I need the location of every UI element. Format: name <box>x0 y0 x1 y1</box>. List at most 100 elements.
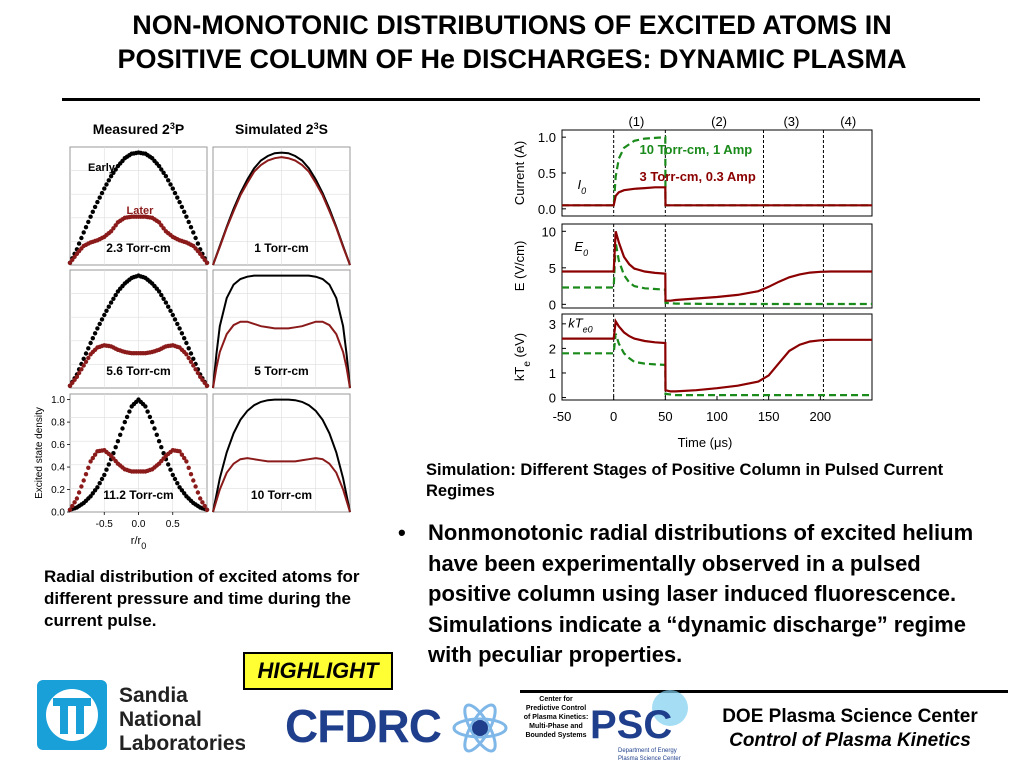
psc-sub-2: Plasma Science Center <box>618 756 681 762</box>
data-point-later <box>184 459 189 464</box>
data-point-early <box>81 356 86 361</box>
data-point-early <box>95 485 100 490</box>
y-axis-label: kTe (eV) <box>512 333 533 381</box>
data-point-later <box>204 383 210 388</box>
data-point-early <box>175 321 180 327</box>
data-point-early <box>113 167 118 172</box>
data-point-early <box>118 432 123 437</box>
data-point-early <box>168 182 173 187</box>
data-point-later <box>195 370 201 376</box>
data-point-early <box>156 439 162 444</box>
data-point-early <box>170 312 175 318</box>
data-point-early <box>124 414 130 420</box>
data-point-later <box>81 478 86 483</box>
annotation-main: E <box>574 239 583 254</box>
title-line-1: NON-MONOTONIC DISTRIBUTIONS OF EXCITED A… <box>132 10 892 40</box>
y-tick-label: 0.5 <box>538 166 556 181</box>
data-point-early <box>188 351 194 356</box>
data-point-early <box>104 182 109 187</box>
data-point-early <box>83 225 89 230</box>
y-tick-label: 10 <box>542 224 556 239</box>
annotation-sub: 0 <box>581 186 586 196</box>
time-evolution-chart: (1) (2) (3) (4) 0.0 0.5 1.0 I0 Current (A) 10 Tor… <box>500 110 880 455</box>
data-point-later <box>191 363 196 368</box>
x-tick-label: 200 <box>809 409 831 424</box>
cpc-logo-text: Center for Predictive Control of Plasma … <box>523 696 589 739</box>
y-axis-label: Current (A) <box>512 141 527 205</box>
series-line-later <box>212 320 351 389</box>
data-point-early <box>159 167 164 172</box>
x-axis-label-main: r/r <box>131 535 142 547</box>
data-point-later <box>90 455 95 461</box>
data-point-early <box>161 170 166 175</box>
data-point-later <box>186 355 191 361</box>
data-point-early <box>152 426 157 431</box>
data-point-early <box>92 204 98 210</box>
data-point-early <box>163 174 169 179</box>
series-line-dashed <box>562 242 872 306</box>
cfdrc-logo: CFDRC <box>285 690 515 760</box>
data-point-later <box>76 490 82 495</box>
sandia-line-1: Sandia <box>119 684 188 707</box>
y-axis-label: E (V/cm) <box>512 241 527 292</box>
data-point-early <box>177 199 182 205</box>
series-line-early <box>212 274 351 389</box>
bullet-text: Nonmonotonic radial distributions of exc… <box>428 520 974 667</box>
panel-label: 2.3 Torr-cm <box>106 241 170 255</box>
x-axis-label: r/r0 <box>131 535 146 551</box>
radial-panel: 11.2 Torr-cm 0.0 0.2 0.4 0.6 0.8 1.0 -0.5 0.0 0.5… <box>34 393 210 551</box>
data-point-early <box>156 289 162 294</box>
data-point-early <box>113 445 118 450</box>
y-tick-label: 3 <box>549 317 556 332</box>
data-point-early <box>163 300 169 305</box>
stage-label: (2) <box>711 114 727 129</box>
data-point-later <box>86 355 91 361</box>
data-point-early <box>186 346 191 351</box>
data-point-early <box>166 462 171 467</box>
data-point-early <box>115 439 121 444</box>
y-axis-label-tail: (eV) <box>512 333 527 361</box>
column-header-main: Measured 2 <box>93 121 170 137</box>
column-header-tail: S <box>319 121 328 137</box>
bullet-point: • Nonmonotonic radial distributions of e… <box>398 518 1003 671</box>
data-point-later <box>67 383 73 388</box>
column-header-main: Simulated 2 <box>235 121 314 137</box>
data-point-later <box>74 374 80 379</box>
data-point-early <box>182 209 187 214</box>
footer-line-1: DOE Plasma Science Center <box>722 706 978 727</box>
data-point-early <box>191 356 196 361</box>
data-point-early <box>175 481 180 486</box>
stage-label: (1) <box>628 114 644 129</box>
data-point-early <box>83 351 89 356</box>
panel-annotation: I0 <box>578 177 587 196</box>
simulation-caption: Simulation: Different Stages of Positive… <box>426 461 944 500</box>
data-point-later <box>72 500 77 505</box>
data-point-early <box>170 472 175 478</box>
series-line-later <box>212 156 351 266</box>
panel-label: 5 Torr-cm <box>254 364 308 378</box>
x-tick-label: 50 <box>658 409 672 424</box>
y-tick-label: 1.0 <box>538 130 556 145</box>
highlight-badge: HIGHLIGHT <box>243 652 393 690</box>
data-point-early <box>81 230 86 235</box>
radial-panel: 5 Torr-cm <box>212 269 351 389</box>
annotation-main: I <box>578 177 582 192</box>
data-point-early <box>195 241 201 246</box>
data-point-later <box>88 459 93 464</box>
radial-panel: 2.3 Torr-cm Early Later <box>67 146 210 266</box>
left-caption: Radial distribution of excited atoms for… <box>44 567 360 630</box>
data-point-early <box>150 419 155 425</box>
data-point-early <box>90 491 95 496</box>
data-point-later <box>195 490 201 495</box>
data-point-later <box>193 367 198 372</box>
x-tick-label: 0.0 <box>132 519 146 530</box>
bullet-symbol: • <box>398 520 406 545</box>
data-point-early <box>108 300 114 305</box>
series-line-solid <box>562 186 872 207</box>
data-point-early <box>188 225 194 230</box>
data-point-early <box>179 488 185 493</box>
data-point-early <box>95 199 100 205</box>
y-axis-label-sub: e <box>522 361 533 367</box>
